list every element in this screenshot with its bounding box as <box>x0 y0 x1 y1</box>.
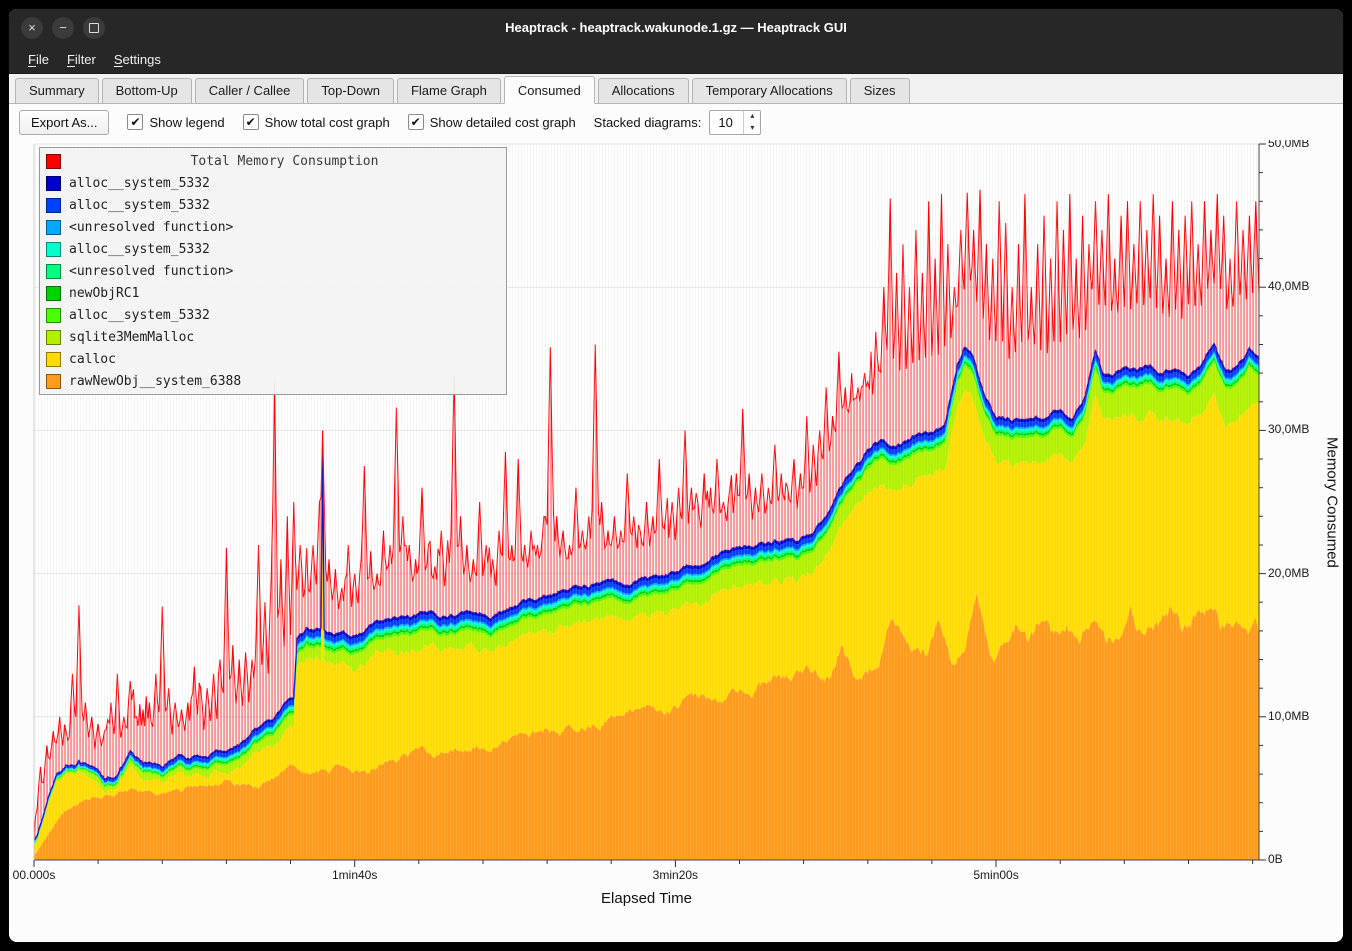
tab-temporary-allocations[interactable]: Temporary Allocations <box>691 78 847 103</box>
minimize-button[interactable]: − <box>52 16 74 39</box>
legend-swatch <box>46 351 61 367</box>
minimize-icon: − <box>59 20 67 35</box>
checkbox-show-legend[interactable]: ✔ Show legend <box>127 114 225 130</box>
legend-label: <unresolved function> <box>69 263 234 279</box>
tab-flame-graph[interactable]: Flame Graph <box>396 78 501 103</box>
legend-label: newObjRC1 <box>69 285 140 301</box>
x-tick-label: 3min20s <box>652 868 699 882</box>
legend-swatch <box>46 175 61 191</box>
checkbox-label: Show legend <box>149 114 225 130</box>
x-tick-label: 1min40s <box>331 868 378 882</box>
legend-label: <unresolved function> <box>69 219 234 235</box>
chart-panel: 00.000s 1min40s 3min20s 5min00s 0B 10,0MB 20,… <box>9 140 1343 942</box>
legend-title: Total Memory Consumption <box>190 153 379 169</box>
legend-title-swatch <box>46 153 61 169</box>
legend-swatch <box>46 263 61 279</box>
menubar: File Filter Settings <box>9 46 1343 74</box>
legend-item: rawNewObj__system_6388 <box>44 370 502 392</box>
y-axis-title: Memory Consumed <box>1323 436 1341 568</box>
menu-file[interactable]: File <box>28 52 49 67</box>
titlebar: × − Heaptrack - heaptrack.wakunode.1.gz … <box>9 9 1343 46</box>
legend-label: alloc__system_5332 <box>69 241 210 257</box>
y-tick-label: 30,0MB <box>1268 422 1310 437</box>
legend-label: calloc <box>69 351 116 367</box>
legend-swatch <box>46 241 61 257</box>
legend-item: alloc__system_5332 <box>44 304 502 326</box>
y-tick-label: 0B <box>1268 852 1283 866</box>
tab-summary[interactable]: Summary <box>15 78 99 103</box>
tab-bottom-up[interactable]: Bottom-Up <box>101 78 192 103</box>
tab-sizes[interactable]: Sizes <box>849 78 910 103</box>
legend-label: alloc__system_5332 <box>69 175 210 191</box>
y-tick-label: 50,0MB <box>1268 140 1310 150</box>
legend-label: sqlite3MemMalloc <box>69 329 195 345</box>
legend-item: alloc__system_5332 <box>44 172 502 194</box>
y-tick-label: 20,0MB <box>1268 565 1310 580</box>
checkbox-group: ✔ Show legend ✔ Show total cost graph ✔ Show … <box>127 114 576 130</box>
legend-swatch <box>46 329 61 345</box>
memory-consumption-chart[interactable] <box>33 143 1266 867</box>
legend-item: sqlite3MemMalloc <box>44 326 502 348</box>
window-controls: × − <box>21 9 105 46</box>
checkbox-show-total-cost-graph[interactable]: ✔ Show total cost graph <box>242 114 390 130</box>
spinbox-value[interactable]: 10 <box>718 114 733 130</box>
legend-swatch <box>46 285 61 301</box>
x-tick-label: 5min00s <box>973 868 1019 882</box>
checkbox-show-detailed-cost-graph[interactable]: ✔ Show detailed cost graph <box>407 114 576 130</box>
y-tick-label: 10,0MB <box>1268 708 1310 723</box>
x-tick-label: 00.000s <box>12 868 56 882</box>
legend-swatch <box>46 307 61 323</box>
checkbox-label: Show detailed cost graph <box>429 114 576 130</box>
menu-filter[interactable]: Filter <box>66 52 96 67</box>
spin-up-icon[interactable]: ▴ <box>750 111 755 121</box>
stacked-diagrams-label: Stacked diagrams: <box>593 114 702 130</box>
tab-allocations[interactable]: Allocations <box>597 78 689 103</box>
heaptrack-window: × − Heaptrack - heaptrack.wakunode.1.gz … <box>8 8 1344 943</box>
legend-swatch <box>46 219 61 235</box>
stacked-diagrams-spinbox[interactable]: 10 ▴ ▾ <box>709 109 762 135</box>
legend-label: alloc__system_5332 <box>69 307 210 323</box>
legend-items: alloc__system_5332 alloc__system_5332 <unr… <box>44 172 502 392</box>
checkbox-box[interactable]: ✔ <box>242 114 259 130</box>
close-button[interactable]: × <box>21 16 43 39</box>
x-axis-title: Elapsed Time <box>601 890 692 907</box>
spin-down-icon[interactable]: ▾ <box>750 122 755 132</box>
export-as-button[interactable]: Export As... <box>19 109 110 135</box>
legend: Total Memory Consumption alloc__system_5… <box>39 147 507 395</box>
legend-item: <unresolved function> <box>44 260 502 282</box>
legend-item: alloc__system_5332 <box>44 238 502 260</box>
legend-swatch <box>46 373 61 389</box>
tab-caller-callee[interactable]: Caller / Callee <box>194 78 305 103</box>
menu-settings[interactable]: Settings <box>113 52 161 67</box>
checkbox-box[interactable]: ✔ <box>127 114 144 130</box>
window-title: Heaptrack - heaptrack.wakunode.1.gz — He… <box>505 20 847 35</box>
maximize-button[interactable] <box>83 16 105 39</box>
legend-item: newObjRC1 <box>44 282 502 304</box>
toolbar: Export As... ✔ Show legend ✔ Show total cos… <box>9 104 1343 140</box>
legend-label: alloc__system_5332 <box>69 197 210 213</box>
legend-title-row: Total Memory Consumption <box>44 150 502 172</box>
tab-top-down[interactable]: Top-Down <box>307 78 394 103</box>
checkbox-box[interactable]: ✔ <box>407 114 424 130</box>
tab-consumed[interactable]: Consumed <box>503 76 595 104</box>
tab-bar: Summary Bottom-Up Caller / Callee Top-Down F… <box>9 74 1343 104</box>
spinbox-buttons: ▴ ▾ <box>743 110 760 134</box>
close-icon: × <box>28 20 36 35</box>
checkbox-label: Show total cost graph <box>264 114 390 130</box>
legend-item: alloc__system_5332 <box>44 194 502 216</box>
legend-swatch <box>46 197 61 213</box>
legend-item: calloc <box>44 348 502 370</box>
legend-item: <unresolved function> <box>44 216 502 238</box>
maximize-icon <box>89 22 99 33</box>
y-tick-label: 40,0MB <box>1268 279 1310 294</box>
legend-label: rawNewObj__system_6388 <box>69 373 242 389</box>
